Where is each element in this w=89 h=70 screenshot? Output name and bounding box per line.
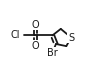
Text: O: O: [31, 41, 39, 51]
Text: O: O: [31, 20, 39, 30]
Text: Br: Br: [47, 48, 58, 58]
Text: Cl: Cl: [11, 30, 20, 40]
Text: S: S: [68, 32, 74, 42]
